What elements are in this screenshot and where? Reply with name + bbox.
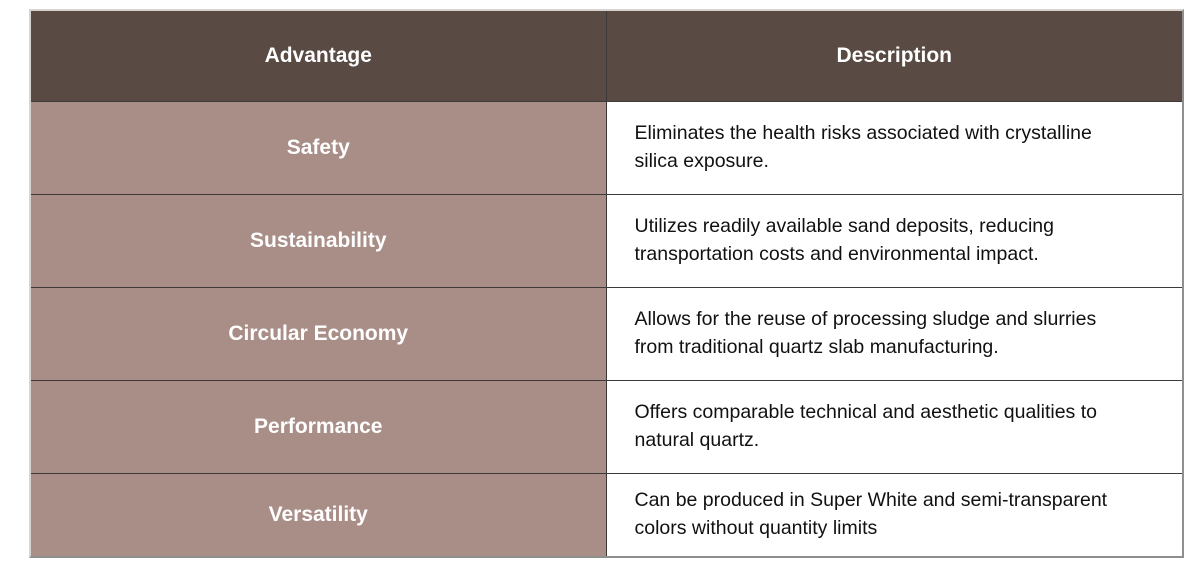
description-cell: Can be produced in Super White and semi-… [606, 474, 1182, 556]
table-header-row: Advantage Description [31, 11, 1182, 101]
advantage-label: Circular Economy [228, 322, 409, 345]
description-cell: Allows for the reuse of processing sludg… [606, 288, 1182, 380]
advantage-label: Versatility [268, 503, 368, 526]
description-text: Offers comparable technical and aestheti… [634, 401, 1098, 451]
advantage-label: Sustainability [249, 229, 387, 252]
header-advantage-label: Advantage [264, 44, 372, 67]
description-cell: Eliminates the health risks associated w… [606, 102, 1182, 194]
description-text: Can be produced in Super White and semi-… [634, 489, 1108, 539]
table-row: Versatility Can be produced in Super Whi… [31, 473, 1182, 556]
table-row: Sustainability Utilizes readily availabl… [31, 194, 1182, 287]
advantage-cell: Sustainability [31, 195, 607, 287]
description-text: Eliminates the health risks associated w… [634, 122, 1092, 172]
table-row: Performance Offers comparable technical … [31, 380, 1182, 473]
description-text: Allows for the reuse of processing sludg… [634, 308, 1097, 358]
advantage-cell: Circular Economy [31, 288, 607, 380]
description-cell: Offers comparable technical and aestheti… [606, 381, 1182, 473]
table-row: Safety Eliminates the health risks assoc… [31, 101, 1182, 194]
advantage-label: Safety [286, 136, 350, 159]
header-description-label: Description [836, 44, 953, 67]
description-text: Utilizes readily available sand deposits… [634, 215, 1054, 265]
table-row: Circular Economy Allows for the reuse of… [31, 287, 1182, 380]
advantages-table: Advantage Description Safety Eliminates … [29, 9, 1184, 558]
header-advantage: Advantage [31, 11, 607, 101]
advantage-cell: Safety [31, 102, 607, 194]
advantage-cell: Versatility [31, 474, 607, 556]
advantage-cell: Performance [31, 381, 607, 473]
header-description: Description [607, 11, 1183, 101]
advantage-label: Performance [254, 415, 383, 438]
description-cell: Utilizes readily available sand deposits… [606, 195, 1182, 287]
